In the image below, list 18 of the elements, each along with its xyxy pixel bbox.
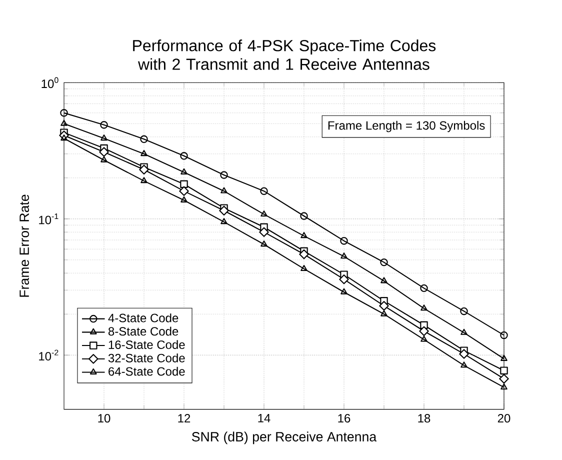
legend-label: 16-State Code [108,340,185,349]
y-tick-label: 10$^{-1}$ [39,214,58,224]
x-axis-title: SNR (dB) per Receive Antenna [192,432,377,444]
x-tick-label: 10 [98,414,110,423]
chart-title: Performance of 4-PSK Space-Time Codes with 2 Transmit and 1 Receive Antennas [133,40,436,70]
x-tick-label: 18 [418,414,430,423]
legend-label: 4-State Code [108,313,178,322]
annotation: Frame Length = 130 Symbols [328,120,485,132]
y-tick-label: 10$^{0}$ [42,77,58,88]
y-axis-title: Frame Error Rate [20,194,30,297]
x-tick-label: 14 [258,414,270,422]
legend-label: 8-State Code [108,326,178,336]
legend-label: 32-State Code [108,354,185,362]
legend-label: 64-State Code [108,366,185,376]
x-tick-label: 12 [178,414,190,422]
x-tick-label: 16 [338,414,350,423]
x-tick-label: 20 [498,414,510,423]
y-tick-label: 10$^{-2}$ [39,350,58,361]
